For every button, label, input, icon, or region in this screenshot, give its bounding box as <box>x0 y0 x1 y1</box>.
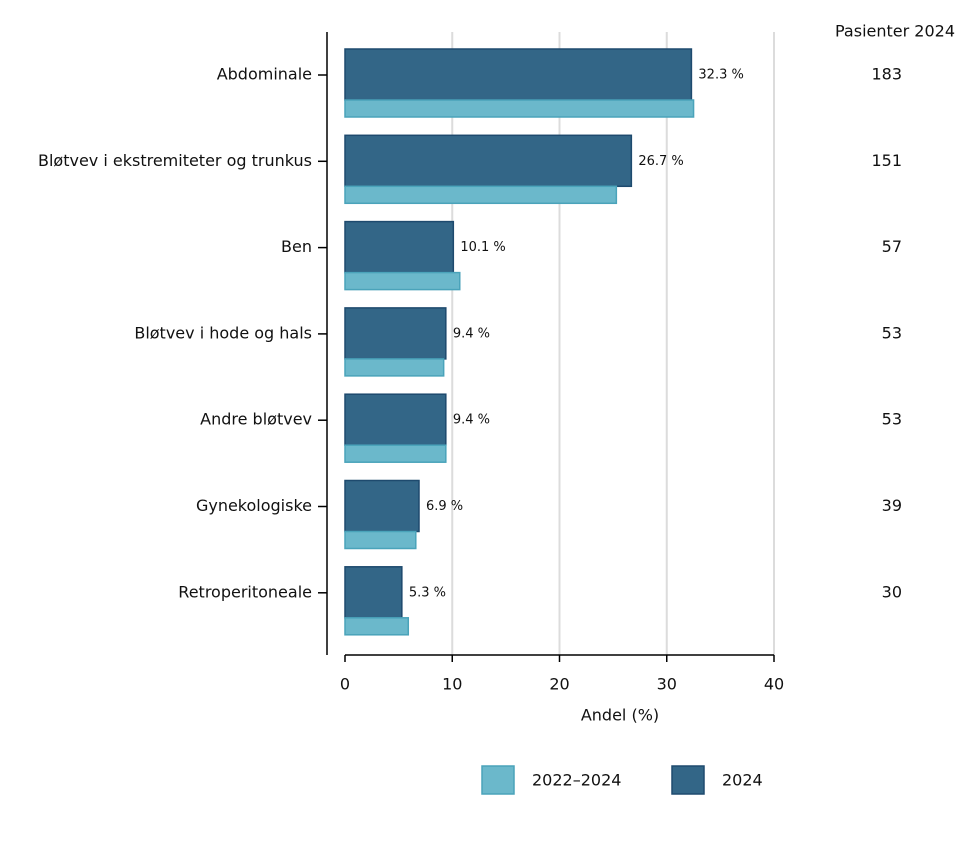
legend-swatch <box>481 765 515 795</box>
x-tick-label: 10 <box>442 675 462 694</box>
legend-swatch <box>671 765 705 795</box>
value-label: 9.4 % <box>453 326 490 341</box>
bar <box>344 566 403 619</box>
x-tick-label: 40 <box>764 675 784 694</box>
patients-count: 53 <box>882 323 902 342</box>
bar <box>344 48 693 101</box>
bar <box>344 479 420 533</box>
bar <box>344 444 447 463</box>
bar <box>344 617 410 636</box>
bar <box>344 393 447 446</box>
bar <box>344 307 447 360</box>
y-tick-label: Bløtvev i ekstremiteter og trunkus <box>38 151 312 170</box>
bar <box>344 358 445 377</box>
legend-label: 2022–2024 <box>532 771 621 790</box>
patients-count: 30 <box>882 582 902 601</box>
x-tick-label: 30 <box>657 675 677 694</box>
value-label: 10.1 % <box>460 240 505 255</box>
x-axis-label: Andel (%) <box>581 706 659 725</box>
value-label: 26.7 % <box>638 154 683 169</box>
bar <box>344 134 633 188</box>
patients-count: 53 <box>882 410 902 429</box>
value-label: 9.4 % <box>453 413 490 428</box>
y-tick-label: Andre bløtvev <box>200 410 312 429</box>
patients-header: Pasienter 2024 <box>835 22 955 41</box>
y-tick-label: Bløtvev i hode og hals <box>134 323 312 342</box>
bar <box>344 220 455 274</box>
bar <box>344 99 695 118</box>
y-tick-label: Abdominale <box>217 65 312 84</box>
patients-count: 39 <box>882 496 902 515</box>
value-label: 5.3 % <box>409 585 446 600</box>
value-label: 32.3 % <box>698 68 743 83</box>
x-tick-label: 20 <box>549 675 569 694</box>
bar <box>344 271 461 291</box>
value-label: 6.9 % <box>426 499 463 514</box>
patients-count: 151 <box>871 151 902 170</box>
legend-label: 2024 <box>722 771 763 790</box>
x-tick-label: 0 <box>340 675 350 694</box>
patients-count: 57 <box>882 237 902 256</box>
bar <box>344 530 417 550</box>
bar <box>344 185 618 205</box>
patients-count: 183 <box>871 65 902 84</box>
y-tick-label: Gynekologiske <box>196 496 312 515</box>
y-tick-label: Retroperitoneale <box>178 582 312 601</box>
y-tick-label: Ben <box>281 237 312 256</box>
